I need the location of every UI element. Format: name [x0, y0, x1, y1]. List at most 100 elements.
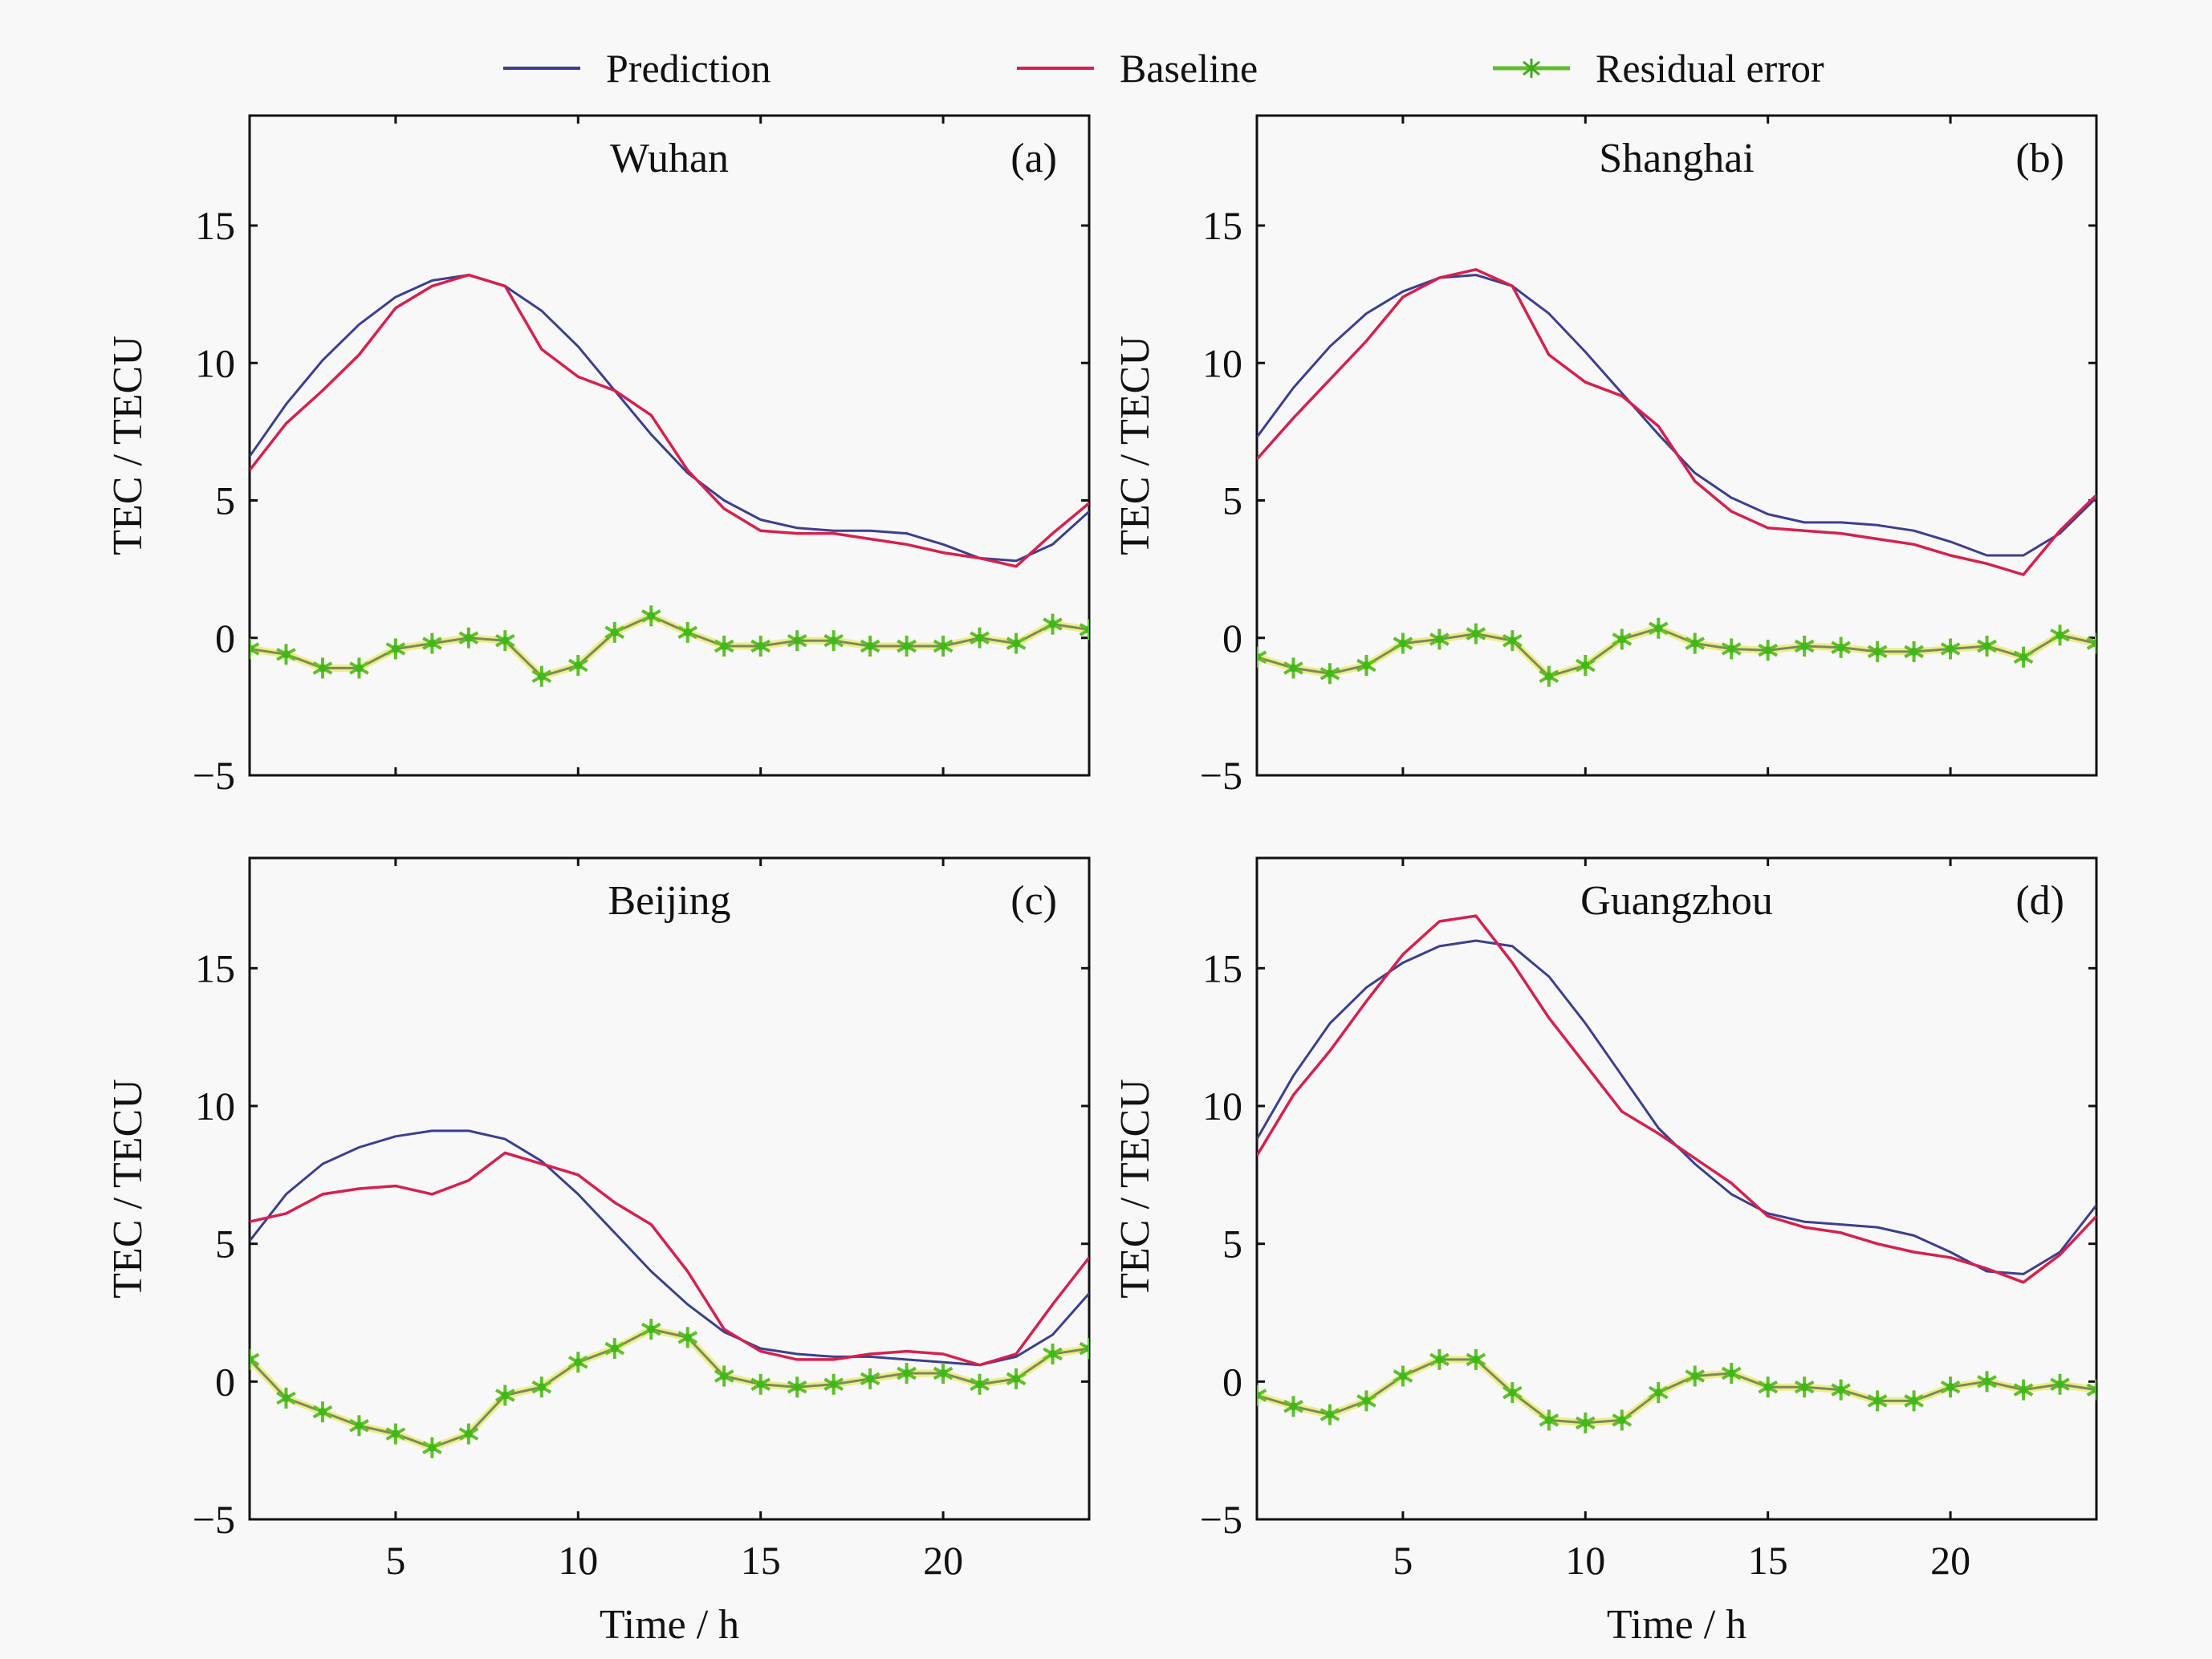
data-point [422, 632, 442, 654]
data-point [422, 1437, 442, 1458]
y-tick-label: 15 [195, 203, 235, 248]
data-point [495, 1385, 515, 1406]
series-line [1257, 274, 2096, 557]
data-point [531, 1376, 552, 1398]
axes-frame [248, 114, 1091, 777]
data-point [677, 621, 698, 643]
data-point [933, 1363, 954, 1385]
y-tick-label: −5 [1200, 753, 1242, 798]
data-point [2013, 646, 2034, 668]
data-point [897, 636, 917, 657]
data-point [1867, 640, 1888, 662]
series-line [250, 274, 1089, 563]
data-point [2086, 632, 2096, 654]
data-point [2013, 1379, 2034, 1401]
data-point [1612, 1409, 1633, 1431]
y-axis-label: TEC / TECU [105, 335, 151, 555]
y-tick-label: 10 [195, 340, 235, 385]
legend-label: Residual error [1596, 46, 1824, 91]
axes-frame [1255, 114, 2098, 777]
data-point [1429, 1348, 1450, 1370]
series-line [250, 1129, 1089, 1367]
data-point [1043, 613, 1063, 635]
data-point [823, 630, 844, 652]
data-point [1502, 630, 1523, 652]
data-point [1006, 632, 1027, 654]
data-point [1904, 640, 1924, 662]
data-point [714, 1365, 734, 1387]
series-line [250, 1151, 1089, 1367]
panel-wuhan: −5 0 5 10 15 TEC / TECU Wuhan (a) [105, 114, 1091, 798]
data-point [787, 1376, 807, 1398]
y-tick-label: 15 [1202, 203, 1242, 248]
data-point [1257, 1385, 1267, 1406]
y-tick-label: 5 [215, 478, 235, 523]
data-point [1648, 617, 1669, 639]
panel-guangzhou: −5 0 5 10 15 5 10 15 20 TEC / TECU Time / h Guangzh… [1112, 856, 2098, 1648]
data-point [1575, 655, 1596, 676]
data-point [1356, 1390, 1376, 1412]
data-point [1831, 1379, 1851, 1401]
data-point [750, 1373, 771, 1395]
data-point [1794, 636, 1815, 657]
data-point [1429, 628, 1450, 650]
data-point [1794, 1376, 1815, 1398]
data-point [1079, 619, 1089, 640]
data-point [640, 1319, 661, 1340]
data-point [567, 1352, 588, 1373]
data-point [1043, 1344, 1063, 1364]
data-point [1831, 636, 1851, 658]
data-point [385, 1423, 406, 1445]
y-axis-label: TEC / TECU [1112, 335, 1158, 555]
data-point [1867, 1390, 1888, 1412]
x-tick-label: 15 [1748, 1538, 1788, 1583]
data-point [250, 1348, 260, 1370]
data-point [1079, 1338, 1089, 1360]
series-baseline [250, 273, 1089, 568]
y-tick-label: −5 [193, 753, 235, 798]
series-prediction [250, 274, 1089, 563]
data-point [750, 636, 771, 657]
data-point [714, 636, 734, 657]
data-point [1685, 1365, 1706, 1387]
y-tick-label: 15 [195, 945, 235, 990]
legend-item-residual-error: Residual error [1491, 32, 1824, 104]
axes-frame [248, 856, 1091, 1521]
y-axis-label: TEC / TECU [1112, 1079, 1158, 1298]
legend: Prediction Baseline Residual error [0, 32, 2212, 104]
data-point [1648, 1382, 1669, 1404]
y-tick-label: 0 [215, 1359, 235, 1404]
series-residual-error [1257, 1348, 2096, 1433]
y-tick-label: 10 [195, 1084, 235, 1128]
panel-label: (d) [2015, 878, 2064, 924]
data-point [1006, 1368, 1027, 1389]
data-point [276, 1387, 296, 1409]
asterisk-marker-icon [1523, 59, 1540, 78]
data-point [860, 636, 880, 657]
series-baseline [1257, 268, 2096, 576]
data-point [1466, 623, 1486, 644]
data-point [1539, 1409, 1559, 1431]
y-tick-label: −5 [193, 1497, 235, 1542]
data-point [1466, 1348, 1486, 1370]
data-point [2050, 624, 2070, 646]
data-point [860, 1368, 880, 1389]
y-tick-label: −5 [1200, 1497, 1242, 1542]
data-point [2050, 1373, 2070, 1395]
y-tick-label: 5 [215, 1222, 235, 1267]
data-point [1940, 1376, 1961, 1398]
data-point [458, 627, 479, 649]
series-line [250, 1328, 1089, 1450]
data-point [1977, 1371, 1997, 1393]
data-point [385, 638, 406, 660]
legend-swatch-residual-error [1493, 59, 1570, 78]
data-point [1575, 1412, 1596, 1433]
y-tick-label: 10 [1202, 340, 1242, 385]
data-point [349, 1415, 369, 1437]
data-point [458, 1423, 479, 1445]
panel-title: Shanghai [1599, 136, 1755, 181]
series-line [1257, 268, 2096, 576]
data-point [677, 1327, 698, 1348]
panel-beijing: −5 0 5 10 15 5 10 15 20 TEC / TECU Time / h Beijing… [105, 856, 1091, 1648]
series-baseline [1257, 914, 2096, 1284]
